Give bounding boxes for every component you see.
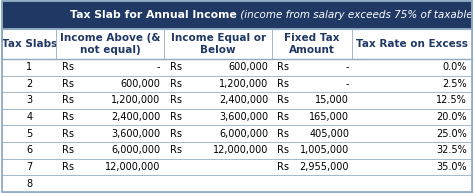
Bar <box>2 125 472 142</box>
Text: Rs: Rs <box>62 112 74 122</box>
Text: (income from salary exceeds 75% of taxable income): (income from salary exceeds 75% of taxab… <box>237 10 474 20</box>
Text: Tax Slabs: Tax Slabs <box>2 39 57 49</box>
Text: Rs: Rs <box>170 79 182 89</box>
Text: 25.0%: 25.0% <box>436 129 467 139</box>
Text: -: - <box>346 62 349 72</box>
Text: 2: 2 <box>26 79 33 89</box>
Bar <box>2 75 472 92</box>
Bar <box>352 29 472 59</box>
Text: 12,000,000: 12,000,000 <box>105 162 161 172</box>
Text: 3,600,000: 3,600,000 <box>111 129 161 139</box>
Text: 1,200,000: 1,200,000 <box>111 96 161 106</box>
Text: 165,000: 165,000 <box>309 112 349 122</box>
Text: 12,000,000: 12,000,000 <box>213 145 268 155</box>
Text: Rs: Rs <box>277 162 289 172</box>
Text: Rs: Rs <box>170 129 182 139</box>
Text: Rs: Rs <box>62 145 74 155</box>
Text: 3: 3 <box>26 96 32 106</box>
Bar <box>2 59 472 75</box>
Text: -: - <box>157 62 161 72</box>
Bar <box>164 29 272 59</box>
Bar <box>2 159 472 175</box>
Text: Rs: Rs <box>62 62 74 72</box>
Text: 600,000: 600,000 <box>120 79 161 89</box>
Bar <box>56 29 164 59</box>
Bar <box>2 29 472 59</box>
Text: 6,000,000: 6,000,000 <box>219 129 268 139</box>
Text: 1,005,000: 1,005,000 <box>300 145 349 155</box>
Text: 2.5%: 2.5% <box>442 79 467 89</box>
Text: Rs: Rs <box>170 62 182 72</box>
Text: 15,000: 15,000 <box>315 96 349 106</box>
Text: 8: 8 <box>26 179 32 189</box>
Text: Income Above (&
not equal): Income Above (& not equal) <box>60 33 161 55</box>
Text: 32.5%: 32.5% <box>436 145 467 155</box>
Text: Fixed Tax
Amount: Fixed Tax Amount <box>284 33 340 55</box>
Text: 2,400,000: 2,400,000 <box>219 96 268 106</box>
Text: Rs: Rs <box>277 129 289 139</box>
Text: 2,400,000: 2,400,000 <box>111 112 161 122</box>
Text: Rs: Rs <box>62 129 74 139</box>
Text: 7: 7 <box>26 162 33 172</box>
Text: 6: 6 <box>26 145 32 155</box>
Bar <box>272 29 352 59</box>
Bar <box>2 109 472 125</box>
Text: 0.0%: 0.0% <box>443 62 467 72</box>
Text: Income Equal or
Below: Income Equal or Below <box>171 33 266 55</box>
Bar <box>2 142 472 159</box>
Text: Rs: Rs <box>170 112 182 122</box>
Text: 35.0%: 35.0% <box>436 162 467 172</box>
Text: 20.0%: 20.0% <box>436 112 467 122</box>
Text: 600,000: 600,000 <box>228 62 268 72</box>
Text: -: - <box>346 79 349 89</box>
Text: Rs: Rs <box>62 162 74 172</box>
Text: Rs: Rs <box>277 96 289 106</box>
Text: Tax Rate on Excess: Tax Rate on Excess <box>356 39 468 49</box>
Text: 6,000,000: 6,000,000 <box>111 145 161 155</box>
Text: 4: 4 <box>26 112 32 122</box>
Bar <box>2 175 472 192</box>
Text: Rs: Rs <box>277 112 289 122</box>
Text: 1: 1 <box>26 62 32 72</box>
Text: Rs: Rs <box>277 62 289 72</box>
Text: 5: 5 <box>26 129 33 139</box>
Text: 2,955,000: 2,955,000 <box>300 162 349 172</box>
Text: 1,200,000: 1,200,000 <box>219 79 268 89</box>
Text: Rs: Rs <box>170 96 182 106</box>
Text: Tax Slab for Annual Income: Tax Slab for Annual Income <box>70 10 237 20</box>
Text: Rs: Rs <box>277 145 289 155</box>
Text: Rs: Rs <box>62 79 74 89</box>
Text: Rs: Rs <box>277 79 289 89</box>
Bar <box>2 29 56 59</box>
Text: Rs: Rs <box>170 145 182 155</box>
Text: Rs: Rs <box>62 96 74 106</box>
Text: 12.5%: 12.5% <box>436 96 467 106</box>
Text: 405,000: 405,000 <box>309 129 349 139</box>
Text: 3,600,000: 3,600,000 <box>219 112 268 122</box>
Bar <box>2 1 472 29</box>
Bar <box>2 92 472 109</box>
